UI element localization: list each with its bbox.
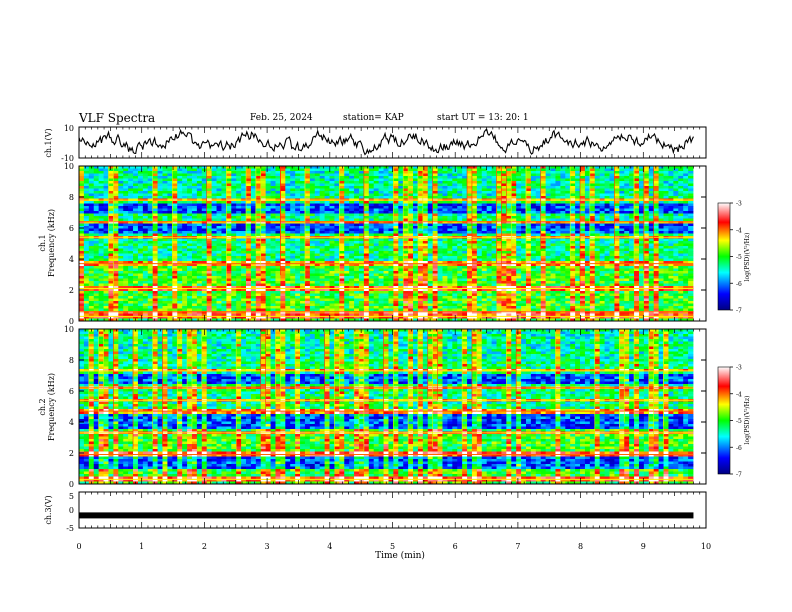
date-label: Feb. 25, 2024 [250, 113, 313, 123]
ch3-wave-ylabel: ch.3(V) [44, 495, 53, 524]
station-label: station= KAP [343, 113, 404, 123]
colorbar-tick-label: -6 [736, 281, 742, 288]
colorbar-tick-label: -5 [736, 418, 742, 425]
time-tick-label: 6 [453, 542, 458, 551]
spec-ytick-label: 10 [64, 325, 74, 334]
colorbar-tick-label: -6 [736, 445, 742, 452]
ch1-ytick-bottom: -10 [61, 154, 74, 163]
spec-ytick-label: 2 [69, 286, 74, 295]
colorbar-tick-label: -7 [736, 308, 742, 315]
time-axis-label: Time (min) [375, 550, 425, 561]
time-tick-label: 4 [327, 542, 332, 551]
time-tick-label: 0 [76, 542, 81, 551]
ch3-ytick-top: 5 [69, 492, 74, 501]
colorbar-tick-label: -3 [736, 365, 742, 372]
colorbar-tick-label: -4 [736, 227, 742, 234]
time-tick-label: 8 [578, 542, 583, 551]
time-axis: 0 1 2 3 4 5 6 7 8 9 10 [76, 542, 711, 551]
ch1-waveform-line [78, 128, 694, 156]
ch2-spec-ylabel-channel: ch.2 [38, 398, 47, 415]
ch3-ytick-mid: 0 [69, 506, 74, 515]
time-tick-label: 7 [515, 542, 520, 551]
ch2-spec-ylabel-freq: Frequency (kHz) [47, 373, 56, 441]
colorbar-tick-label: -4 [736, 391, 742, 398]
spec-ytick-label: 10 [64, 162, 74, 171]
spec-ytick-label: 6 [69, 224, 74, 233]
ch3-waveform-panel: 5 0 -5 ch.3(V) [44, 491, 707, 533]
colorbar-tick-label: -5 [736, 254, 742, 261]
ch2-spectrogram-panel: 0 2 4 6 8 10 ch.2 Frequency (kHz) [38, 325, 707, 489]
ch2-colorbar: -3 -4 -5 -6 -7 log(PSD)(V²/Hz) [717, 365, 751, 479]
spec-ytick-label: 8 [69, 356, 74, 365]
ch1-waveform-panel: 10 -10 ch.1(V) [44, 124, 707, 163]
ch1-colorbar-label: log(PSD)(V²/Hz) [744, 233, 751, 282]
ch1-spectrogram-panel: 0 2 4 6 8 10 ch.1 Frequency (kHz) [38, 162, 707, 326]
ch2-colorbar-label: log(PSD)(V²/Hz) [744, 396, 751, 445]
spec-ytick-label: 0 [69, 480, 74, 489]
time-tick-label: 5 [390, 542, 395, 551]
ch1-spec-ylabel-freq: Frequency (kHz) [47, 209, 56, 277]
time-tick-label: 1 [139, 542, 144, 551]
ch1-ytick-top: 10 [64, 124, 74, 133]
time-tick-label: 3 [265, 542, 270, 551]
spec-ytick-label: 8 [69, 193, 74, 202]
spec-ytick-label: 6 [69, 387, 74, 396]
ch3-ytick-bottom: -5 [66, 524, 74, 533]
spec-ytick-label: 4 [69, 418, 74, 427]
ch1-wave-ylabel: ch.1(V) [44, 128, 53, 157]
colorbar-tick-label: -3 [736, 201, 742, 208]
time-tick-label: 2 [202, 542, 207, 551]
ch3-waveform-trace [79, 512, 694, 519]
start-time-label: start UT = 13: 20: 1 [437, 113, 529, 123]
spec-ytick-label: 4 [69, 255, 74, 264]
figure-title: VLF Spectra [79, 111, 156, 125]
ch1-spec-ylabel-channel: ch.1 [38, 234, 47, 251]
time-tick-label: 9 [641, 542, 646, 551]
ch1-colorbar: -3 -4 -5 -6 -7 log(PSD)(V²/Hz) [717, 201, 751, 315]
spec-ytick-label: 2 [69, 449, 74, 458]
spec-ytick-label: 0 [69, 317, 74, 326]
colorbar-tick-label: -7 [736, 472, 742, 479]
time-tick-label: 10 [701, 542, 711, 551]
